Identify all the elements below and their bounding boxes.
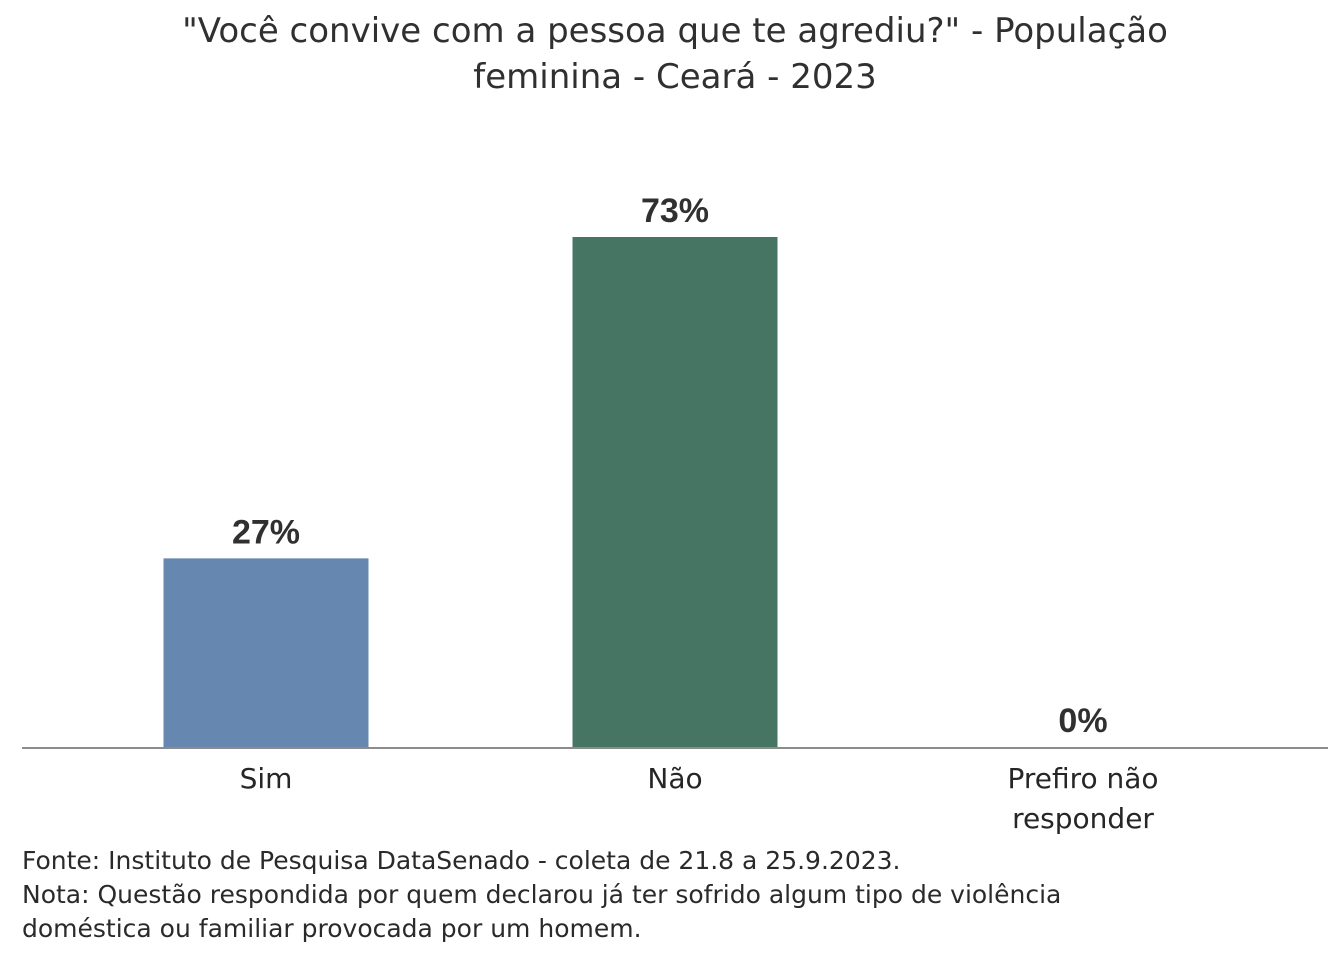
category-label-1-line-0: Não — [647, 762, 702, 795]
value-label-0: 27% — [232, 513, 300, 551]
bar-chart: 27% Sim 73% Não 0% Prefiro não responder — [22, 192, 1328, 835]
chart-title-line-2: feminina - Ceará - 2023 — [473, 57, 877, 97]
category-label-0-line-0: Sim — [240, 762, 293, 795]
note-line-1: Nota: Questão respondida por quem declar… — [22, 880, 1062, 909]
chart-notes: Fonte: Instituto de Pesquisa DataSenado … — [22, 844, 1322, 946]
value-label-1: 73% — [641, 192, 709, 230]
category-label-2-line-1: responder — [1012, 802, 1154, 835]
labels-group: 27% Sim 73% Não 0% Prefiro não responder — [232, 192, 1159, 835]
source-note: Fonte: Instituto de Pesquisa DataSenado … — [22, 846, 901, 875]
bars-group — [163, 237, 778, 747]
bar-0 — [163, 558, 369, 747]
category-label-1: Não — [647, 762, 702, 795]
chart-title: "Você convive com a pessoa que te agredi… — [0, 8, 1344, 100]
value-label-2: 0% — [1058, 702, 1107, 740]
category-label-0: Sim — [240, 762, 293, 795]
category-label-2-line-0: Prefiro não — [1007, 762, 1158, 795]
note-line-2: doméstica ou familiar provocada por um h… — [22, 914, 642, 943]
category-label-2: Prefiro não responder — [1007, 762, 1158, 835]
chart-title-line-1: "Você convive com a pessoa que te agredi… — [182, 11, 1168, 51]
bar-1 — [572, 237, 778, 747]
